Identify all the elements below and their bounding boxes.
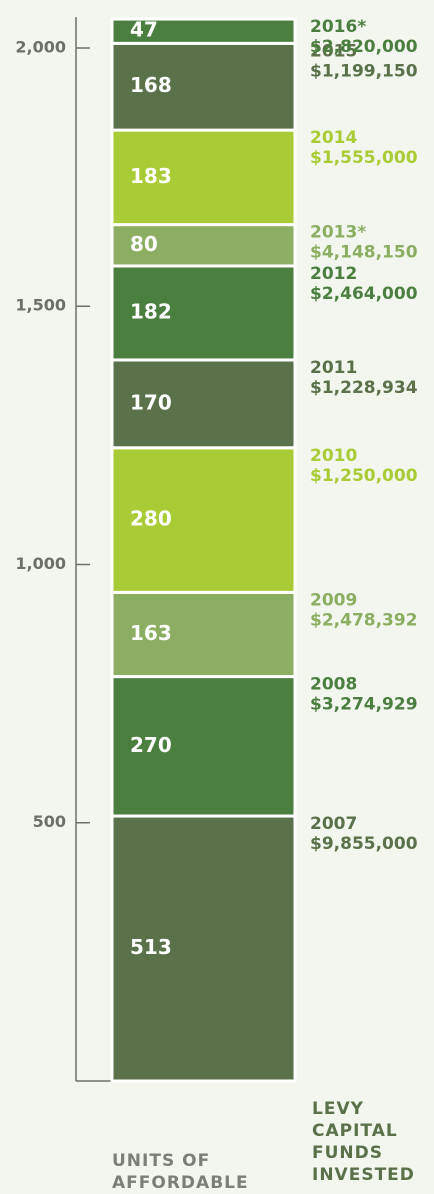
y-tick-label: 500: [33, 812, 66, 831]
data-label: 280: [130, 507, 172, 531]
legend-year: 2008: [310, 675, 357, 695]
legend-funds: $1,228,934: [310, 378, 418, 398]
data-label: 182: [130, 299, 172, 323]
bar-segment: [110, 590, 297, 679]
data-label: 168: [130, 73, 172, 97]
legend-year: 2016*: [310, 17, 366, 37]
legend-year: 2011: [310, 358, 357, 378]
bar-segment: [110, 264, 297, 362]
bar-segment: [110, 17, 297, 45]
y-tick-label: 2,000: [15, 37, 66, 56]
legend-funds: $3,274,929: [310, 695, 418, 715]
bar-segment: [110, 128, 297, 227]
legend-year: 2007: [310, 814, 357, 834]
legend-year: 2010: [310, 446, 357, 466]
legend-funds: $9,855,000: [310, 834, 418, 854]
data-label: 170: [130, 390, 172, 414]
data-label: 513: [130, 935, 172, 959]
legend-funds: $2,820,000: [310, 37, 418, 57]
legend-funds: $2,478,392: [310, 610, 418, 630]
y-tick-label: 1,500: [15, 296, 66, 315]
legend-year: 2013*: [310, 223, 366, 243]
legend-year: 2014: [310, 128, 357, 148]
legend-year: 2009: [310, 590, 357, 610]
x-axis-label: UNITS OF AFFORDABLE HOUSING: [112, 1151, 249, 1193]
legend-funds: $1,250,000: [310, 466, 418, 486]
legend-funds: $1,199,150: [310, 61, 418, 81]
data-label: 80: [130, 232, 158, 256]
legend-funds: $4,148,150: [310, 243, 418, 263]
legend-year: 2012: [310, 264, 357, 284]
bar-segment: [110, 814, 297, 1083]
data-label: 47: [130, 18, 158, 42]
bar-segment: [110, 223, 297, 268]
data-label: 163: [130, 621, 172, 645]
legend-year: 2015: [310, 41, 357, 61]
data-label: 183: [130, 164, 172, 188]
legend-funds: $2,464,000: [310, 284, 418, 304]
legend-funds: $1,555,000: [310, 148, 418, 168]
legend-title: LEVY CAPITAL FUNDS INVESTED: [312, 1099, 415, 1185]
y-tick-label: 1,000: [15, 554, 66, 573]
data-label: 270: [130, 733, 172, 757]
bar-segment: [110, 358, 297, 450]
bar-segment: [110, 675, 297, 818]
